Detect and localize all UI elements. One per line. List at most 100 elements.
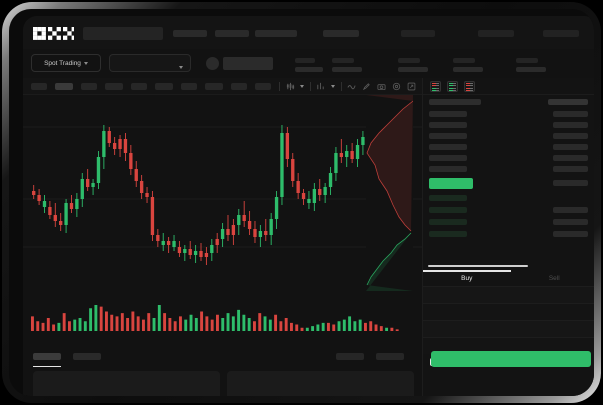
orders-tab-2[interactable]: [73, 353, 101, 360]
order-form-tabs: Buy Sell: [423, 270, 594, 286]
order-field-2[interactable]: [423, 303, 594, 320]
orderbook-ask-amount-1: [553, 111, 588, 117]
orderbook-ask-price-5[interactable]: [429, 155, 467, 161]
pencil-icon[interactable]: [362, 82, 371, 91]
orderbook-display-modes: [423, 78, 594, 95]
orderbook-ask-amount-2: [553, 122, 588, 128]
stat-label-2: [332, 58, 354, 63]
candlestick-icon[interactable]: [286, 82, 295, 91]
orderbook-bid-amount-2: [553, 207, 588, 213]
stat-label-4: [453, 58, 475, 63]
market-depth-svg: [366, 95, 413, 291]
orders-panel-content: [23, 368, 422, 396]
orderbook-ask-price-1[interactable]: [429, 111, 467, 117]
candlestick-chart[interactable]: [23, 95, 422, 291]
stat-label-1: [295, 58, 315, 63]
bars-glyph: [432, 83, 436, 92]
chevron-down-icon: [179, 66, 183, 69]
submit-buy-button[interactable]: [431, 351, 591, 367]
timeframe-button-3[interactable]: [81, 83, 97, 90]
volume-chart: [23, 291, 422, 346]
orders-action-2[interactable]: [376, 353, 404, 360]
chart-column: [23, 78, 422, 396]
orderbook-ask-price-2[interactable]: [429, 122, 467, 128]
orderbook-bid-amount-4: [553, 231, 588, 237]
okx-logo[interactable]: [33, 27, 74, 40]
market-type-label: Spot Trading: [44, 59, 81, 67]
settings-icon[interactable]: [392, 82, 401, 91]
orderbook-ask-price-3[interactable]: [429, 133, 467, 139]
orderbook-mode-bids-icon[interactable]: [447, 81, 458, 92]
market-type-dropdown[interactable]: Spot Trading: [31, 54, 101, 72]
fullscreen-icon[interactable]: [407, 82, 416, 91]
order-field-4[interactable]: [423, 337, 594, 354]
timeframe-button-9[interactable]: [231, 83, 247, 90]
candlestick-chart-svg: [23, 117, 422, 265]
orderbook-rows[interactable]: [423, 95, 594, 270]
orders-tab-1[interactable]: [33, 353, 61, 360]
orderbook-ask-amount-4: [553, 144, 588, 150]
last-price: [223, 57, 273, 70]
tab-buy[interactable]: Buy: [423, 270, 511, 286]
orders-panel-left[interactable]: [33, 371, 220, 396]
order-field-1[interactable]: [423, 286, 594, 303]
orderbook-ask-amount-3: [553, 133, 588, 139]
chevron-down-icon: [83, 61, 88, 65]
timeframe-button-6[interactable]: [155, 83, 173, 90]
timeframe-button-8[interactable]: [205, 83, 223, 90]
stat-label-5: [516, 58, 538, 63]
trading-terminal-app: Spot Trading: [23, 16, 594, 396]
tab-buy-label: Buy: [461, 274, 473, 282]
order-field-3[interactable]: [423, 320, 594, 337]
orderbook-mode-asks-icon[interactable]: [464, 81, 475, 92]
stat-value-2: [332, 67, 362, 72]
indicator-icon[interactable]: [316, 82, 325, 91]
orderbook-mode-both-icon[interactable]: [430, 81, 441, 92]
orderbook-spread-amount: [553, 180, 588, 186]
orderbook-col-header-price: [429, 99, 481, 105]
timeframe-button-4[interactable]: [105, 83, 123, 90]
search-input[interactable]: [83, 27, 163, 40]
stat-value-5: [516, 67, 546, 72]
orderbook-col-header-amount: [548, 99, 588, 105]
stat-value-1: [295, 67, 323, 72]
lines-glyph: [452, 83, 456, 92]
bars-glyph: [449, 83, 453, 92]
orderbook-bid-price-4[interactable]: [429, 231, 467, 237]
nav-item-5[interactable]: [401, 30, 435, 37]
tab-sell-label: Sell: [548, 274, 560, 282]
camera-icon[interactable]: [377, 82, 386, 91]
nav-item-2[interactable]: [215, 30, 249, 37]
lines-glyph: [469, 83, 473, 92]
nav-item-6[interactable]: [478, 30, 514, 37]
orders-action-1[interactable]: [336, 353, 364, 360]
orderbook-bid-price-2[interactable]: [429, 207, 467, 213]
device-screen: Spot Trading: [9, 9, 594, 396]
nav-item-7[interactable]: [543, 30, 579, 37]
orderbook-ask-price-4[interactable]: [429, 144, 467, 150]
orderbook-column: Buy Sell: [422, 78, 594, 396]
orderbook-bid-price-3[interactable]: [429, 219, 467, 225]
timeframe-button-2[interactable]: [55, 83, 73, 90]
orderbook-bid-price-1[interactable]: [429, 195, 467, 201]
timeframe-button-7[interactable]: [181, 83, 197, 90]
line-chart-icon[interactable]: [347, 82, 356, 91]
nav-item-4[interactable]: [323, 30, 359, 37]
nav-item-1[interactable]: [173, 30, 207, 37]
timeframe-button-5[interactable]: [131, 83, 147, 90]
timeframe-button-10[interactable]: [255, 83, 271, 90]
orderbook-scrollbar[interactable]: [428, 265, 528, 267]
orderbook-ask-price-6[interactable]: [429, 166, 467, 172]
pair-selector[interactable]: [109, 54, 191, 72]
timeframe-button-1[interactable]: [31, 83, 47, 90]
orderbook-ask-amount-6: [553, 166, 588, 172]
orders-panel-right[interactable]: [227, 371, 414, 396]
chevron-down-icon[interactable]: [331, 85, 335, 88]
orders-panel-tabs: [23, 346, 422, 368]
market-depth-overlay: [366, 95, 413, 291]
chevron-down-icon[interactable]: [300, 85, 304, 88]
nav-item-3[interactable]: [255, 30, 297, 37]
stat-value-4: [453, 67, 483, 72]
tab-sell[interactable]: Sell: [511, 270, 595, 286]
